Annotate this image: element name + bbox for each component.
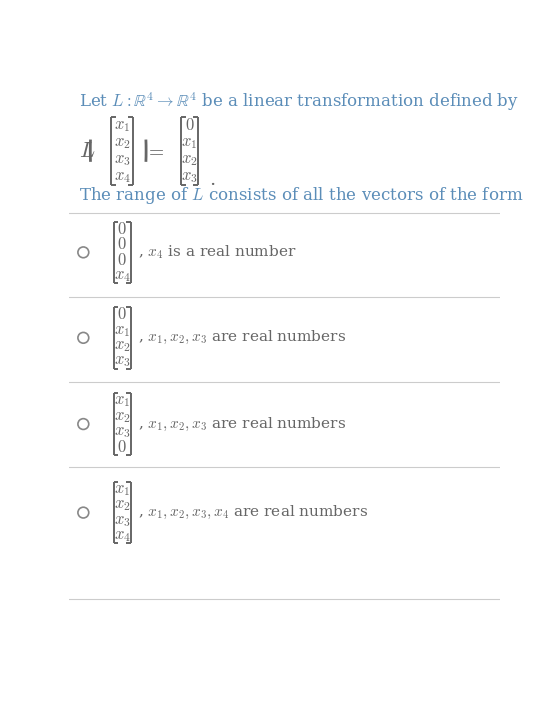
Text: $0$: $0$ <box>185 117 194 134</box>
Text: $x_1$: $x_1$ <box>114 392 130 410</box>
Text: $x_2$: $x_2$ <box>114 337 130 354</box>
Text: $x_4$: $x_4$ <box>114 527 130 544</box>
Text: $x_2$: $x_2$ <box>181 151 198 168</box>
Text: , $x_1, x_2, x_3$ are real numbers: , $x_1, x_2, x_3$ are real numbers <box>138 415 346 433</box>
Text: $x_3$: $x_3$ <box>181 168 198 184</box>
Text: , $x_1, x_2, x_3$ are real numbers: , $x_1, x_2, x_3$ are real numbers <box>138 329 346 346</box>
Text: $0$: $0$ <box>117 236 127 253</box>
Text: $x_1$: $x_1$ <box>114 322 130 339</box>
Text: Let $L : \mathbb{R}^4 \rightarrow \mathbb{R}^4$ be a linear transformation defin: Let $L : \mathbb{R}^4 \rightarrow \mathb… <box>79 90 518 113</box>
Text: $x_3$: $x_3$ <box>114 423 130 440</box>
Text: $x_1$: $x_1$ <box>114 481 130 498</box>
Text: $0$: $0$ <box>117 221 127 238</box>
Text: $x_2$: $x_2$ <box>114 496 130 513</box>
Text: , $x_1, x_2, x_3, x_4$ are real numbers: , $x_1, x_2, x_3, x_4$ are real numbers <box>138 504 369 521</box>
Text: $=$: $=$ <box>145 142 164 160</box>
Text: $x_2$: $x_2$ <box>114 134 130 151</box>
Text: $x_3$: $x_3$ <box>114 151 130 168</box>
Text: The range of $L$ consists of all the vectors of the form: The range of $L$ consists of all the vec… <box>79 185 523 206</box>
Text: $x_1$: $x_1$ <box>181 134 198 151</box>
Text: $x_2$: $x_2$ <box>114 408 130 425</box>
Text: .: . <box>209 171 215 189</box>
Text: $0$: $0$ <box>117 251 127 268</box>
Text: $x_1$: $x_1$ <box>114 117 130 134</box>
Text: $0$: $0$ <box>117 439 127 455</box>
Text: $L$: $L$ <box>79 139 95 162</box>
Text: $x_4$: $x_4$ <box>114 168 130 184</box>
Text: $x_4$: $x_4$ <box>114 267 130 284</box>
Text: $x_3$: $x_3$ <box>114 512 130 529</box>
Text: $0$: $0$ <box>117 306 127 323</box>
Text: , $x_4$ is a real number: , $x_4$ is a real number <box>138 244 297 261</box>
Text: $x_3$: $x_3$ <box>114 353 130 370</box>
